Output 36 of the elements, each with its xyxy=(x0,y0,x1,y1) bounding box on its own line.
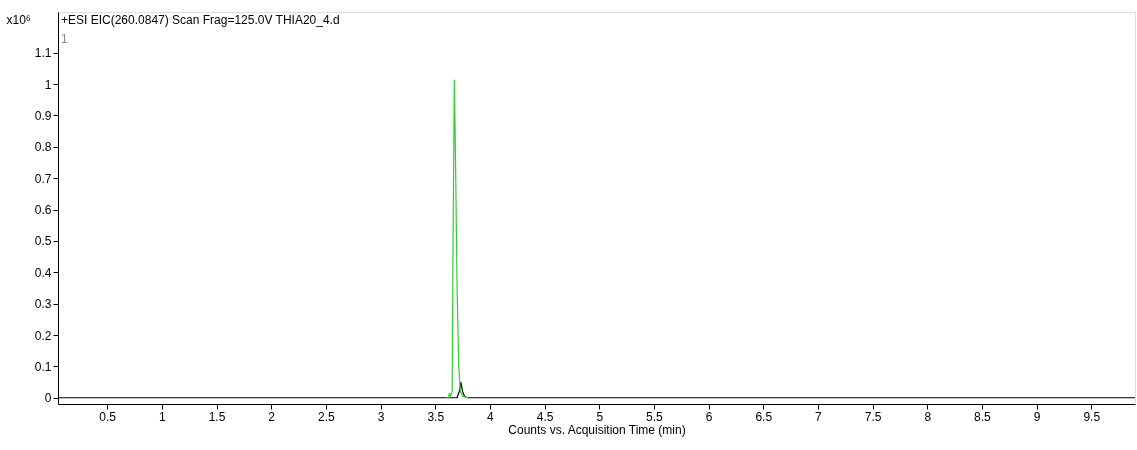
x-tick-label: 5.5 xyxy=(646,409,664,424)
y-axis-title: x10⁶ xyxy=(6,12,31,27)
line-series xyxy=(445,79,469,399)
x-tick-label: 9 xyxy=(1033,409,1041,424)
x-tick-label: 9.5 xyxy=(1083,409,1101,424)
x-tick-label: 8.5 xyxy=(974,409,992,424)
x-axis-title: Counts vs. Acquisition Time (min) xyxy=(508,422,686,437)
x-tick-label: 3 xyxy=(377,409,385,424)
chart-title: +ESI EIC(260.0847) Scan Frag=125.0V THIA20_4.d xyxy=(61,13,340,27)
y-tick-label: 0.4 xyxy=(34,265,52,280)
x-tick-label: 6.5 xyxy=(755,409,773,424)
x-tick-label: 8 xyxy=(924,409,932,424)
x-tick-label: 5 xyxy=(596,409,604,424)
x-tick-label: 2 xyxy=(268,409,276,424)
y-tick-label: 1.1 xyxy=(34,46,52,61)
x-tick-label: 6 xyxy=(705,409,713,424)
y-tick-label: 0.1 xyxy=(34,359,52,374)
y-tick-label: 0.9 xyxy=(34,108,52,123)
y-tick-label: 1 xyxy=(44,77,52,92)
y-tick-label: 0.8 xyxy=(34,140,52,155)
y-tick-label: 0.7 xyxy=(34,171,52,186)
x-tick-label: 3.5 xyxy=(427,409,445,424)
x-tick-label: 1.5 xyxy=(208,409,226,424)
x-tick-label: 7 xyxy=(815,409,823,424)
x-tick-label: 1 xyxy=(159,409,167,424)
y-tick-label: 0 xyxy=(44,391,52,406)
x-tick-label: 4.5 xyxy=(536,409,554,424)
y-tick-label: 0.5 xyxy=(34,234,52,249)
y-tick-label: 0.6 xyxy=(34,203,52,218)
x-tick-label: 4 xyxy=(487,409,495,424)
x-tick-label: 2.5 xyxy=(318,409,336,424)
y-tick-label: 0.2 xyxy=(34,328,52,343)
y-tick-label: 0.3 xyxy=(34,297,52,312)
x-tick-label: 7.5 xyxy=(864,409,882,424)
annotation: 1 xyxy=(61,32,68,46)
x-tick-label: 0.5 xyxy=(99,409,117,424)
